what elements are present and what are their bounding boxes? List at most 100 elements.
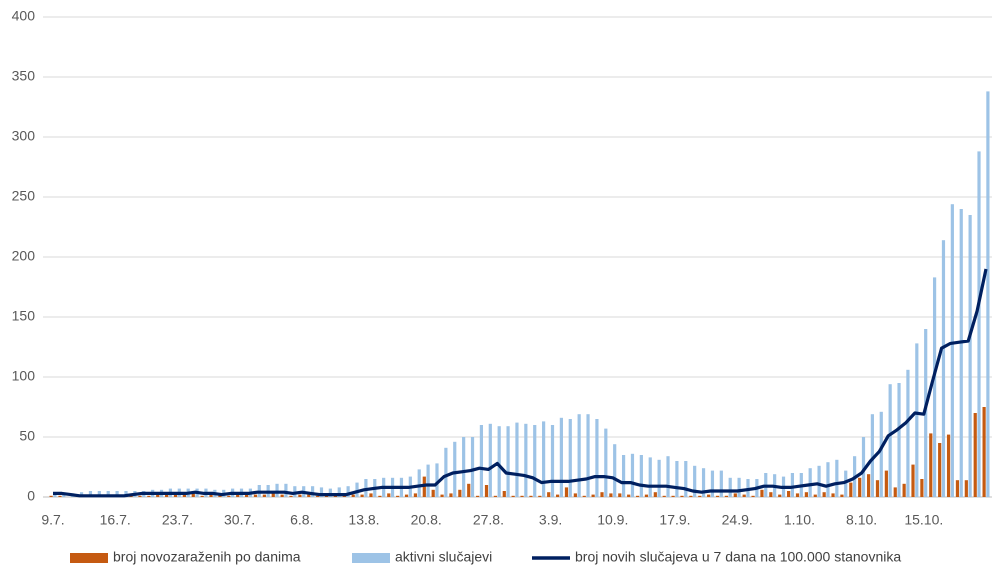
bar bbox=[49, 495, 53, 497]
bar bbox=[533, 425, 537, 497]
bar bbox=[568, 419, 572, 497]
bar bbox=[844, 470, 848, 497]
bar bbox=[737, 477, 741, 497]
bar bbox=[680, 495, 684, 497]
bar bbox=[333, 495, 338, 497]
bar bbox=[866, 474, 871, 497]
bar bbox=[458, 489, 462, 497]
bar bbox=[790, 473, 795, 497]
bar bbox=[484, 485, 489, 497]
bar bbox=[813, 494, 817, 497]
bar bbox=[888, 384, 892, 497]
y-tick-label: 50 bbox=[19, 428, 35, 444]
x-tick-label: 24.9. bbox=[722, 512, 753, 528]
bar bbox=[346, 486, 350, 497]
bar bbox=[689, 495, 693, 497]
bar bbox=[760, 489, 764, 497]
bar bbox=[378, 495, 382, 497]
bar bbox=[662, 495, 666, 497]
bar bbox=[547, 492, 551, 497]
bar bbox=[396, 495, 400, 497]
bar bbox=[502, 491, 506, 497]
bar bbox=[831, 493, 835, 497]
bar bbox=[778, 494, 782, 497]
bar bbox=[147, 495, 151, 497]
bar bbox=[524, 423, 528, 497]
legend-label: aktivni slučajevi bbox=[395, 549, 492, 565]
bar bbox=[728, 477, 732, 497]
bar bbox=[529, 495, 533, 497]
bar bbox=[639, 455, 643, 497]
bar bbox=[808, 468, 812, 497]
bar bbox=[453, 441, 457, 497]
x-tick-label: 1.10. bbox=[784, 512, 815, 528]
x-tick-label: 3.9. bbox=[539, 512, 562, 528]
bar bbox=[769, 492, 773, 497]
bar bbox=[586, 414, 590, 497]
bar bbox=[316, 495, 320, 497]
bar bbox=[941, 240, 946, 497]
bar bbox=[666, 456, 670, 497]
legend-label: broj novozaraženih po danima bbox=[113, 549, 301, 565]
bar bbox=[555, 494, 560, 497]
bar bbox=[506, 426, 510, 497]
bar bbox=[657, 459, 661, 497]
bar bbox=[488, 423, 492, 497]
bar bbox=[879, 411, 883, 497]
bar bbox=[209, 494, 213, 497]
bar bbox=[413, 493, 418, 497]
bar bbox=[324, 495, 329, 497]
bar bbox=[342, 495, 346, 497]
bar bbox=[973, 413, 977, 497]
bar bbox=[920, 479, 924, 497]
bar bbox=[351, 494, 355, 497]
x-tick-label: 27.8. bbox=[473, 512, 504, 528]
bar bbox=[693, 465, 697, 497]
bar bbox=[710, 470, 715, 497]
bar bbox=[462, 437, 466, 497]
bar bbox=[191, 493, 195, 497]
bar bbox=[929, 433, 933, 497]
bar bbox=[618, 493, 622, 497]
bar bbox=[964, 480, 968, 497]
y-tick-label: 200 bbox=[12, 248, 36, 264]
bar bbox=[675, 461, 679, 497]
legend: broj novozaraženih po danima aktivni sluč… bbox=[70, 549, 901, 565]
bar bbox=[511, 495, 515, 497]
bar bbox=[236, 494, 240, 497]
bar bbox=[289, 495, 293, 497]
bar bbox=[627, 494, 631, 497]
bar bbox=[417, 469, 421, 497]
bar bbox=[577, 414, 581, 497]
bar bbox=[298, 494, 302, 497]
y-tick-label: 250 bbox=[12, 188, 36, 204]
bar bbox=[360, 494, 364, 497]
bar bbox=[227, 495, 231, 497]
bar bbox=[968, 215, 972, 497]
bar bbox=[938, 443, 942, 497]
bar bbox=[955, 480, 960, 497]
bar bbox=[653, 492, 657, 497]
bar bbox=[595, 419, 599, 497]
bar bbox=[826, 462, 830, 497]
bar bbox=[959, 209, 963, 497]
x-tick-label: 10.9. bbox=[597, 512, 628, 528]
line bbox=[53, 268, 988, 498]
bar bbox=[271, 493, 275, 497]
bar bbox=[742, 494, 746, 497]
bar bbox=[795, 493, 800, 497]
bar bbox=[440, 494, 444, 497]
bar bbox=[497, 426, 501, 497]
y-tick-label: 150 bbox=[12, 308, 36, 324]
bar bbox=[591, 494, 595, 497]
bar bbox=[986, 91, 990, 498]
bar bbox=[902, 483, 906, 497]
bar bbox=[58, 495, 62, 497]
bar bbox=[106, 491, 110, 497]
bar bbox=[573, 493, 577, 497]
bar bbox=[875, 480, 880, 497]
x-tick-label: 17.9. bbox=[659, 512, 690, 528]
bar bbox=[156, 494, 160, 497]
bar bbox=[751, 495, 755, 497]
